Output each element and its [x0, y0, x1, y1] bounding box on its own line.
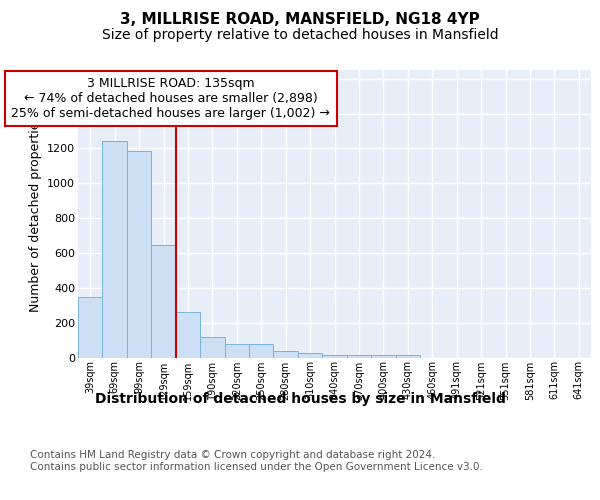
Bar — [200, 336, 224, 357]
Bar — [224, 344, 249, 358]
Bar — [274, 352, 298, 358]
Text: Contains HM Land Registry data © Crown copyright and database right 2024.
Contai: Contains HM Land Registry data © Crown c… — [30, 450, 483, 471]
Bar — [322, 355, 347, 358]
Text: 3, MILLRISE ROAD, MANSFIELD, NG18 4YP: 3, MILLRISE ROAD, MANSFIELD, NG18 4YP — [120, 12, 480, 28]
Bar — [127, 151, 151, 358]
Bar — [103, 142, 127, 358]
Text: Distribution of detached houses by size in Mansfield: Distribution of detached houses by size … — [95, 392, 505, 406]
Bar — [371, 355, 395, 358]
Bar — [249, 344, 274, 358]
Bar — [298, 353, 322, 358]
Y-axis label: Number of detached properties: Number of detached properties — [29, 116, 41, 312]
Bar — [78, 296, 103, 358]
Bar — [395, 355, 420, 358]
Bar — [176, 312, 200, 358]
Text: Size of property relative to detached houses in Mansfield: Size of property relative to detached ho… — [101, 28, 499, 42]
Bar — [347, 355, 371, 358]
Bar — [151, 245, 176, 358]
Text: 3 MILLRISE ROAD: 135sqm
← 74% of detached houses are smaller (2,898)
25% of semi: 3 MILLRISE ROAD: 135sqm ← 74% of detache… — [11, 77, 330, 120]
